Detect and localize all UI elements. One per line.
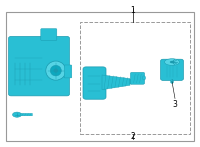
Bar xyxy=(80,22,190,134)
Text: 3: 3 xyxy=(173,100,177,109)
Ellipse shape xyxy=(129,79,133,84)
FancyBboxPatch shape xyxy=(21,113,32,116)
FancyBboxPatch shape xyxy=(41,29,57,40)
Bar xyxy=(6,12,194,141)
Polygon shape xyxy=(102,75,130,90)
Ellipse shape xyxy=(50,65,61,76)
Ellipse shape xyxy=(46,61,66,80)
Ellipse shape xyxy=(170,61,174,63)
FancyBboxPatch shape xyxy=(9,36,69,96)
Ellipse shape xyxy=(142,76,146,80)
Text: 2: 2 xyxy=(131,132,135,141)
Ellipse shape xyxy=(12,112,22,117)
FancyBboxPatch shape xyxy=(83,67,106,99)
Text: 1: 1 xyxy=(131,6,135,15)
Ellipse shape xyxy=(164,59,180,65)
Ellipse shape xyxy=(54,69,58,73)
FancyBboxPatch shape xyxy=(64,65,72,78)
FancyBboxPatch shape xyxy=(130,72,145,84)
FancyBboxPatch shape xyxy=(161,59,183,80)
Ellipse shape xyxy=(170,80,174,83)
